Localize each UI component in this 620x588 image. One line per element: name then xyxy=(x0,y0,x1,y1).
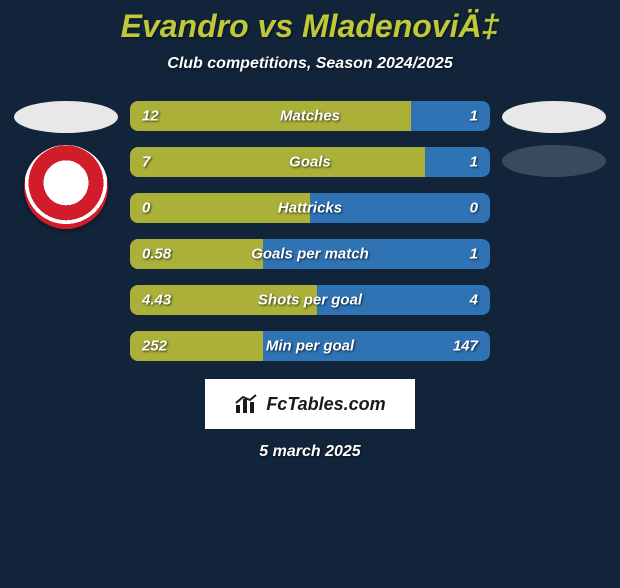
stat-bar: 12 1 Matches xyxy=(130,101,490,131)
stat-bar: 252 147 Min per goal xyxy=(130,331,490,361)
stat-value-right: 0 xyxy=(470,200,478,217)
left-player-col xyxy=(6,101,126,361)
stat-value-left: 252 xyxy=(142,338,167,355)
stat-label: Goals per match xyxy=(251,246,369,263)
stat-label: Min per goal xyxy=(266,338,354,355)
stat-value-left: 12 xyxy=(142,108,159,125)
bar-left-segment xyxy=(130,101,411,131)
bar-right-segment xyxy=(411,101,490,131)
player-avatar-right xyxy=(502,101,606,133)
stat-value-left: 0.58 xyxy=(142,246,171,263)
club-badge-right xyxy=(502,145,606,177)
page-title: Evandro vs MladenoviÄ‡ xyxy=(0,8,620,45)
stat-value-right: 1 xyxy=(470,154,478,171)
comparison-row: 12 1 Matches 7 1 Goals 0 0 Hattricks 0.58 1 Goals p… xyxy=(0,101,620,361)
player-avatar-left xyxy=(14,101,118,133)
stat-label: Goals xyxy=(289,154,331,171)
stat-value-right: 147 xyxy=(453,338,478,355)
stat-bar: 4.43 4 Shots per goal xyxy=(130,285,490,315)
stat-bar: 7 1 Goals xyxy=(130,147,490,177)
stat-value-left: 7 xyxy=(142,154,150,171)
stat-bar: 0.58 1 Goals per match xyxy=(130,239,490,269)
stat-bar: 0 0 Hattricks xyxy=(130,193,490,223)
bar-left-segment xyxy=(130,147,425,177)
stat-label: Matches xyxy=(280,108,340,125)
stat-value-right: 1 xyxy=(470,246,478,263)
stat-label: Shots per goal xyxy=(258,292,362,309)
date-text: 5 march 2025 xyxy=(0,443,620,461)
bar-right-segment xyxy=(425,147,490,177)
stat-value-right: 4 xyxy=(470,292,478,309)
club-badge-left xyxy=(24,145,108,229)
subtitle: Club competitions, Season 2024/2025 xyxy=(0,55,620,73)
stat-label: Hattricks xyxy=(278,200,342,217)
stat-value-right: 1 xyxy=(470,108,478,125)
chart-icon xyxy=(234,393,260,415)
stat-value-left: 0 xyxy=(142,200,150,217)
right-player-col xyxy=(494,101,614,361)
stat-bars: 12 1 Matches 7 1 Goals 0 0 Hattricks 0.58 1 Goals p… xyxy=(126,101,494,361)
brand-text: FcTables.com xyxy=(266,394,385,415)
brand-badge: FcTables.com xyxy=(205,379,415,429)
stat-value-left: 4.43 xyxy=(142,292,171,309)
